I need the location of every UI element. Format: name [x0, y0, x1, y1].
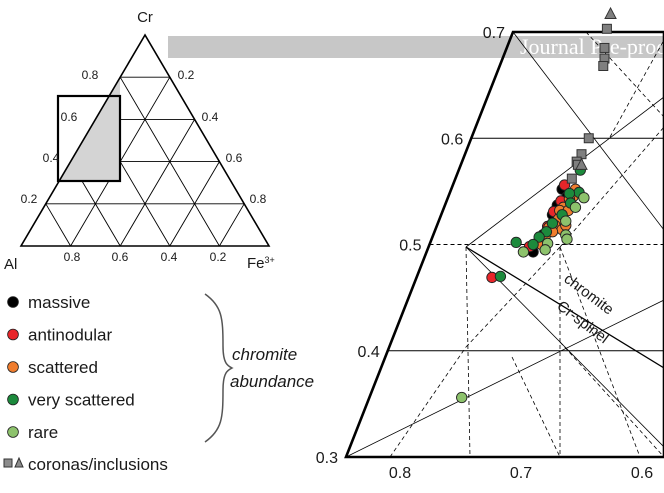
ternary-gridline — [119, 76, 220, 247]
bottom-tick-3: 0.4 — [161, 250, 178, 264]
legend-label: massive — [28, 293, 90, 312]
zoom-gridline — [559, 341, 664, 458]
corona-square-point — [599, 42, 610, 53]
legend-label: scattered — [28, 358, 98, 377]
zoom-gridline — [609, 39, 664, 138]
bottom-tick-2: 0.6 — [112, 250, 129, 264]
right-tick-3: 0.6 — [226, 151, 243, 165]
boundary-line — [465, 246, 664, 369]
left-tick-4: 0.2 — [21, 192, 38, 206]
ternary-outline — [19, 33, 271, 247]
apex-fe-text: Fe — [247, 255, 265, 272]
left-axis-tick-label: 0.6 — [441, 131, 463, 148]
data-point-rare — [539, 244, 551, 256]
right-tick-1: 0.2 — [178, 68, 195, 82]
data-point-very-scattered — [563, 187, 576, 200]
legend-brace — [204, 293, 234, 443]
zoom-gridline — [345, 299, 664, 458]
bottom-tick-1: 0.8 — [64, 250, 81, 264]
zoom-plot: 0.70.60.50.40.30.8 0.7 0.6 chromite Cr-spi… — [316, 6, 664, 482]
apex-fe-superscript: 3+ — [265, 255, 275, 265]
left-tick-3: 0.4 — [43, 151, 60, 165]
ternary-diagram: Cr Al Fe3+ 0.8 0.6 0.4 0.2 0.2 0.4 0.6 0… — [4, 9, 275, 273]
data-point-rare — [561, 233, 573, 245]
legend-corona-triangle-marker — [14, 456, 24, 468]
data-point-rare — [560, 215, 572, 227]
ternary-gridline — [119, 119, 195, 247]
left-axis-tick-label: 0.3 — [316, 450, 338, 467]
zoom-gridline — [465, 246, 561, 348]
data-points — [456, 6, 617, 404]
zoom-gridline — [389, 346, 467, 458]
data-point-rare — [517, 246, 530, 258]
zoom-gridline — [559, 246, 641, 458]
shaded-region — [58, 35, 145, 181]
zoom-gridline — [511, 356, 561, 458]
legend-marker — [7, 361, 19, 373]
zoom-gridline — [465, 96, 664, 248]
data-point-very-scattered — [527, 238, 539, 251]
right-tick-2: 0.4 — [202, 110, 219, 124]
zoom-gridline — [585, 31, 664, 118]
legend-items: massive antinodular scattered very scattere… — [7, 293, 135, 442]
data-point-very-scattered — [494, 270, 507, 283]
corona-square-point — [583, 133, 594, 144]
legend-marker — [7, 426, 19, 438]
ternary-gridline — [45, 203, 71, 247]
data-point-rare — [578, 192, 590, 204]
right-tick-4: 0.8 — [250, 192, 267, 206]
watermark-banner — [168, 36, 664, 58]
legend-label: rare — [28, 423, 58, 442]
zoom-gridline — [465, 246, 471, 458]
left-tick-1: 0.8 — [82, 68, 99, 82]
bottom-axis-tick-label: 0.8 — [389, 465, 411, 482]
data-point-very-scattered — [546, 217, 559, 229]
zoom-gridline — [512, 31, 664, 231]
data-point-rare — [456, 391, 468, 404]
zoom-plot-ticks: 0.7 0.6 0.5 0.4 0.3 0.8 0.7 0.6 — [316, 25, 653, 482]
brace-label-chromite: chromite — [232, 345, 297, 364]
zoom-gridline — [559, 126, 664, 248]
legend-marker — [7, 393, 19, 406]
bottom-axis-tick-label: 0.7 — [510, 465, 532, 482]
legend-label: antinodular — [28, 326, 112, 345]
corona-square-point — [566, 173, 577, 184]
left-axis-tick-label: 0.7 — [483, 25, 505, 42]
legend: massive antinodular scattered very scattere… — [3, 293, 314, 474]
left-axis-tick-label: 0.4 — [358, 344, 380, 361]
legend-corona-square-marker — [3, 458, 13, 468]
legend-marker — [7, 296, 19, 308]
bottom-axis-tick-label: 0.6 — [631, 465, 653, 482]
corona-triangle-point — [575, 157, 588, 170]
legend-corona-label: coronas/inclusions — [28, 455, 168, 474]
watermark-text: Journal Pre-proof — [520, 34, 664, 59]
apex-al-label: Al — [4, 256, 17, 273]
bottom-tick-4: 0.2 — [210, 250, 227, 264]
zoom-plot-grid — [345, 31, 664, 458]
apex-fe-label: Fe3+ — [247, 255, 275, 272]
corona-triangle-point — [604, 6, 617, 19]
corona-square-point — [598, 61, 609, 71]
zoom-plot-frame — [344, 30, 664, 459]
ternary-gridline — [219, 203, 245, 247]
data-point-rare — [569, 201, 582, 213]
data-point-very-scattered — [510, 236, 522, 249]
zoom-box — [56, 94, 122, 183]
corona-square-point — [601, 23, 612, 34]
legend-label: very scattered — [28, 391, 135, 410]
data-point-very-scattered — [533, 231, 545, 243]
apex-cr-label: Cr — [137, 9, 153, 26]
legend-marker — [7, 328, 19, 341]
left-axis-tick-label: 0.5 — [399, 238, 421, 255]
brace-label-abundance: abundance — [230, 372, 314, 391]
left-tick-2: 0.6 — [61, 110, 78, 124]
